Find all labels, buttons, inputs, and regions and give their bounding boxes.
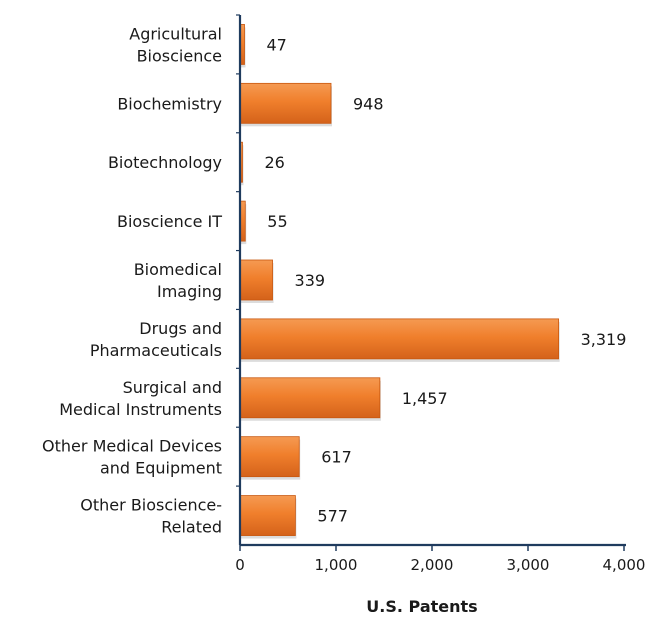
category-label: Drugs and Pharmaceuticals [90, 319, 222, 360]
x-tick-label: 4,000 [603, 556, 646, 574]
category-label-line: Bioscience [137, 46, 222, 65]
data-label: 1,457 [402, 389, 448, 408]
data-label: 47 [267, 35, 287, 54]
bars-group [239, 24, 560, 539]
x-ticks: 0 1,000 2,000 3,000 4,000 [235, 545, 645, 574]
bar [239, 318, 560, 360]
category-label-line: Pharmaceuticals [90, 341, 222, 360]
category-label-line: Bioscience IT [117, 212, 222, 231]
category-label-line: Surgical and [123, 378, 222, 397]
data-labels: 47 948 26 55 339 3,319 1,457 617 577 [264, 35, 626, 525]
axes [236, 14, 626, 547]
data-label: 948 [353, 94, 384, 113]
bar [239, 82, 332, 124]
bar [239, 436, 300, 478]
data-label: 3,319 [581, 330, 627, 349]
data-label: 55 [267, 212, 287, 231]
bar [239, 259, 273, 301]
x-tick-label: 1,000 [315, 556, 358, 574]
x-tick-label: 0 [235, 556, 245, 574]
category-label: Other Medical Devices and Equipment [42, 437, 222, 478]
x-axis-title: U.S. Patents [366, 597, 477, 616]
category-label-line: Drugs and [139, 319, 222, 338]
data-label: 339 [295, 271, 326, 290]
data-label: 577 [317, 507, 348, 526]
x-tick-label: 2,000 [411, 556, 454, 574]
category-label-line: Imaging [157, 282, 222, 301]
category-label: Other Bioscience- Related [80, 496, 222, 537]
data-label: 617 [321, 448, 352, 467]
category-label-line: Other Medical Devices [42, 437, 222, 456]
category-label: Surgical and Medical Instruments [59, 378, 222, 419]
data-label: 26 [264, 153, 284, 172]
category-label-line: Biotechnology [108, 153, 222, 172]
x-tick-label: 3,000 [507, 556, 550, 574]
category-label: Biochemistry [117, 94, 222, 113]
category-label-line: and Equipment [100, 459, 222, 478]
bar [239, 495, 296, 536]
category-label-line: Other Bioscience- [80, 496, 222, 515]
category-label-line: Biochemistry [117, 94, 222, 113]
category-label: Agricultural Bioscience [129, 24, 222, 65]
category-labels: Agricultural Bioscience Biochemistry Biotec… [42, 24, 222, 536]
category-label: Biomedical Imaging [134, 260, 222, 301]
category-label-line: Related [161, 518, 222, 537]
bar [239, 377, 381, 419]
category-label: Bioscience IT [117, 212, 222, 231]
category-label-line: Biomedical [134, 260, 222, 279]
category-label: Biotechnology [108, 153, 222, 172]
category-label-line: Medical Instruments [59, 400, 222, 419]
category-label-line: Agricultural [129, 24, 222, 43]
